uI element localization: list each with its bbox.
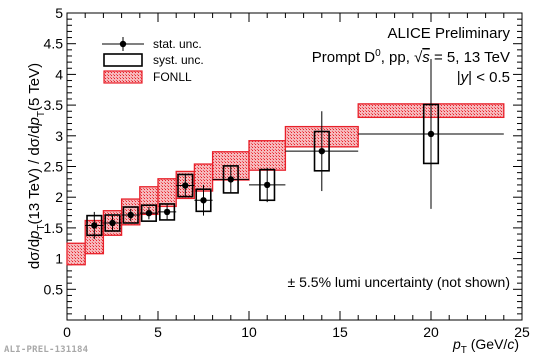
legend-label-syst: syst. unc. [153, 53, 204, 67]
data-point [145, 209, 153, 217]
y-tick-label: 1 [55, 251, 63, 267]
data-point [427, 130, 435, 138]
legend-entry-syst: syst. unc. [103, 53, 204, 67]
data-points-group [85, 59, 504, 239]
legend-entry-fonll: FONLL [103, 70, 192, 84]
fonll-band-bin [248, 140, 287, 171]
legend: stat. unc. syst. unc. FONLL [102, 37, 204, 84]
x-tick-label: 5 [154, 324, 162, 340]
tick-labels-group: 0 5 10 15 20 25 0.5 1 1.5 2 2.5 3 3.5 4 4.5 5 [44, 5, 530, 340]
x-tick-label: 15 [332, 324, 348, 340]
data-point [318, 147, 325, 155]
process-label: Prompt D0, pp, √s = 5, 13 TeV [312, 48, 510, 66]
y-tick-label: 5 [55, 5, 63, 21]
legend-label-fonll: FONLL [153, 70, 192, 84]
figure-id-label: ALI-PREL-131184 [4, 345, 89, 355]
data-point [163, 208, 171, 216]
data-point [109, 219, 116, 227]
y-tick-label: 4.5 [44, 36, 64, 52]
lumi-uncertainty-note: ± 5.5% lumi uncertainty (not shown) [288, 274, 510, 290]
data-point [227, 176, 234, 183]
x-tick-label: 10 [241, 324, 257, 340]
y-tick-label: 0.5 [44, 281, 64, 297]
fonll-band-bin [66, 242, 86, 266]
legend-label-stat: stat. unc. [153, 37, 202, 51]
x-tick-label: 25 [514, 324, 530, 340]
fonll-band-bin [157, 178, 177, 208]
axis-ticks [66, 12, 523, 321]
rapidity-label: |y| < 0.5 [457, 69, 510, 86]
data-point [127, 211, 134, 219]
y-tick-label: 1.5 [44, 220, 64, 236]
y-tick-label: 2.5 [44, 159, 64, 175]
y-tick-label: 4 [55, 66, 63, 82]
experiment-label: ALICE Preliminary [387, 25, 510, 42]
x-axis-label: pT (GeV/c) [452, 336, 519, 356]
y-tick-label: 2 [55, 189, 63, 205]
x-tick-label: 0 [63, 324, 71, 340]
data-point [182, 182, 189, 189]
data-point [200, 197, 207, 204]
x-tick-label: 20 [423, 324, 439, 340]
y-tick-label: 3.5 [44, 97, 64, 113]
y-tick-label: 3 [55, 128, 63, 144]
legend-entry-stat: stat. unc. [102, 37, 202, 51]
data-point [91, 222, 98, 229]
data-point [264, 181, 271, 189]
